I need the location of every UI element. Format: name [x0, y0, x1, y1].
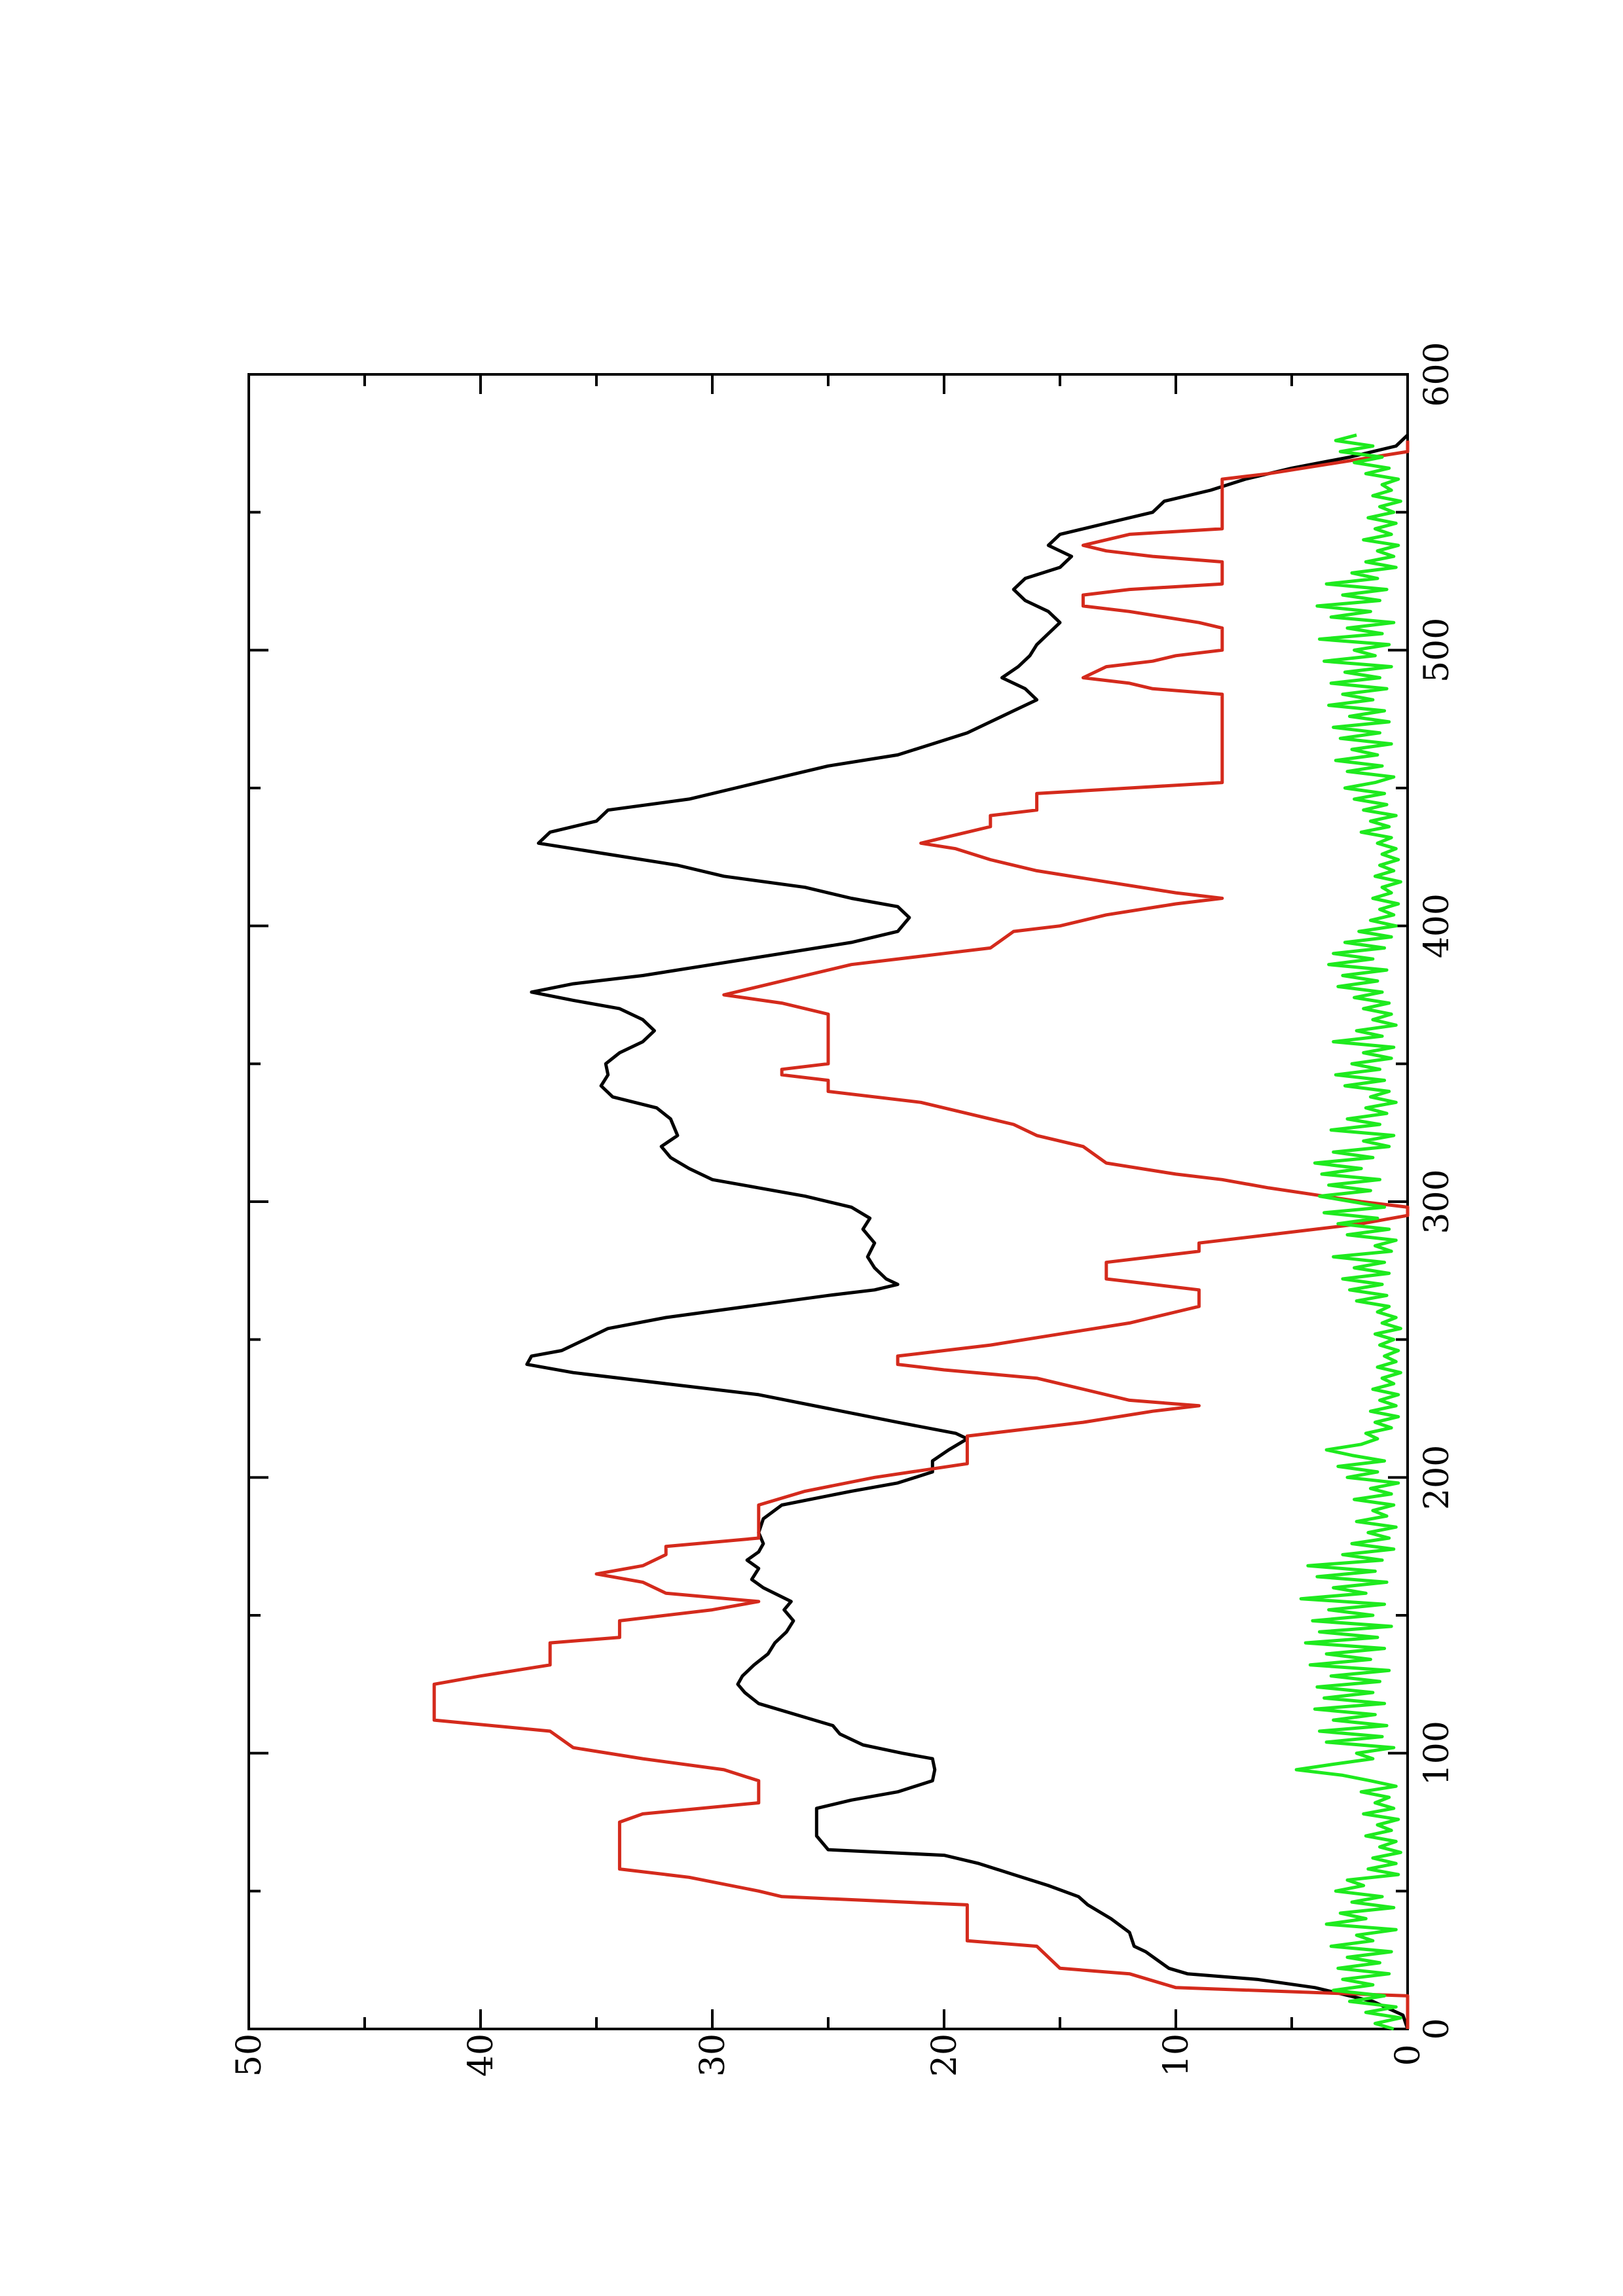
y-tick-labels: 0 10 20 30 40 50 — [230, 2034, 1428, 2077]
y-tick-label: 10 — [1157, 2034, 1196, 2077]
x-tick-label: 300 — [1417, 1169, 1457, 1234]
axis-ticks — [247, 373, 1409, 2030]
y-tick-label: 40 — [462, 2034, 501, 2077]
x-tick-label: 0 — [1417, 2018, 1457, 2039]
x-tick-label: 100 — [1417, 1721, 1457, 1785]
y-tick-label: 30 — [693, 2034, 733, 2077]
x-tick-label: 200 — [1417, 1445, 1457, 1510]
series-line-2 — [432, 440, 1410, 2029]
x-tick-label: 400 — [1417, 893, 1457, 958]
x-tick-labels: 0 100 200 300 400 500 600 — [1417, 342, 1457, 2039]
series-layer — [432, 433, 1410, 2031]
y-tick-label: 20 — [925, 2034, 964, 2077]
y-tick-label: 50 — [230, 2034, 269, 2077]
y-tick-label: 0 — [1389, 2044, 1428, 2066]
series-line-1 — [525, 433, 1410, 2030]
x-tick-label: 500 — [1417, 618, 1457, 683]
series-line-3 — [1294, 433, 1402, 2031]
x-tick-label: 600 — [1417, 342, 1457, 406]
